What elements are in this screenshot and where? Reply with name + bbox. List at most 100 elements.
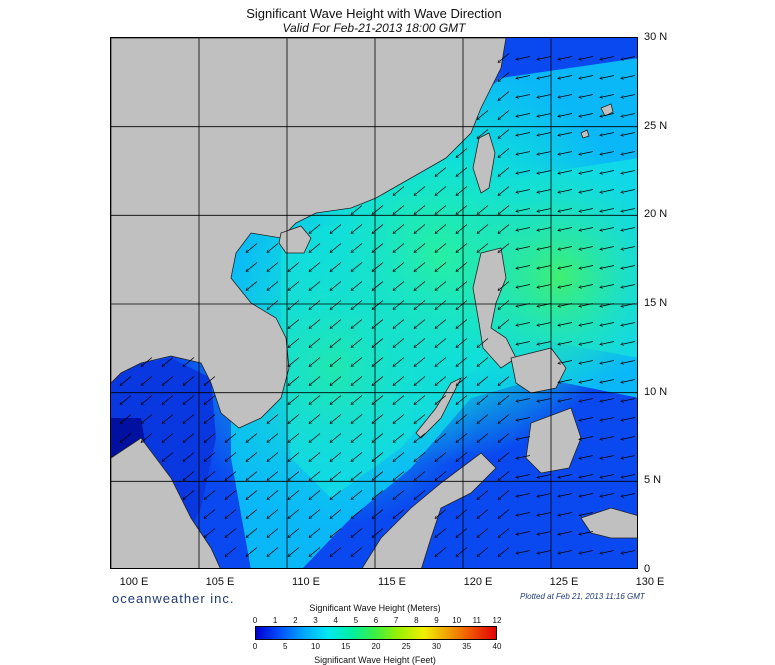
wave-arrow (414, 243, 426, 253)
wave-arrow (558, 474, 573, 478)
wave-arrow (393, 357, 405, 367)
wave-arrow (579, 208, 594, 212)
wave-arrow (579, 398, 594, 402)
wave-arrow (621, 94, 636, 98)
wave-arrow (141, 376, 153, 386)
wave-arrow (600, 493, 615, 497)
wave-arrow (600, 379, 615, 383)
wave-arrow (351, 319, 363, 329)
wave-arrow (516, 246, 531, 250)
wave-arrow (621, 246, 636, 250)
wave-arrow (204, 490, 216, 500)
wave-arrow (288, 471, 300, 481)
legend-meters-tick: 7 (393, 616, 399, 625)
wave-arrow (372, 243, 384, 253)
wave-arrow (351, 433, 363, 443)
wave-arrow (498, 376, 510, 386)
wave-arrow (393, 205, 405, 215)
wave-arrow (600, 417, 615, 421)
wave-arrow (516, 493, 531, 497)
wave-arrow (579, 284, 594, 288)
wave-arrow (456, 357, 468, 367)
wave-arrow (351, 300, 363, 310)
wave-arrow (600, 284, 615, 288)
legend-feet-tick: 5 (283, 642, 288, 651)
wave-arrow (579, 512, 594, 516)
wave-arrow (330, 433, 342, 443)
wave-arrow (516, 436, 531, 440)
wave-arrow (477, 395, 489, 405)
wave-arrow (414, 262, 426, 272)
wave-arrow (456, 148, 468, 158)
wave-arrow (558, 246, 573, 250)
wave-arrow (225, 452, 237, 462)
wave-arrow (267, 262, 279, 272)
wave-arrow (372, 471, 384, 481)
wave-arrow (414, 224, 426, 234)
wave-arrow (498, 300, 510, 310)
longitude-label: 130 E (635, 576, 665, 588)
wave-arrow (537, 132, 552, 136)
wave-arrow (435, 186, 447, 196)
wave-arrow (246, 452, 258, 462)
wave-arrow (600, 265, 615, 269)
wave-arrow (498, 395, 510, 405)
wave-arrow (558, 398, 573, 402)
wave-arrow (477, 129, 489, 139)
wave-arrow (393, 509, 405, 519)
wave-arrow (393, 433, 405, 443)
wave-arrow (558, 341, 573, 345)
wave-arrow (498, 547, 510, 557)
wave-arrow (600, 75, 615, 79)
wave-arrow (414, 319, 426, 329)
wave-arrow (579, 550, 594, 554)
wave-arrow (558, 227, 573, 231)
wave-arrow (537, 227, 552, 231)
wave-arrow (309, 433, 321, 443)
wave-arrow (621, 227, 636, 231)
wave-arrow (288, 509, 300, 519)
wave-arrow (456, 300, 468, 310)
wave-arrow (246, 509, 258, 519)
wave-arrow (162, 433, 174, 443)
wave-arrow (246, 281, 258, 291)
wave-arrow (558, 113, 573, 117)
wave-arrow (537, 512, 552, 516)
wave-arrow (579, 113, 594, 117)
wave-arrow (330, 243, 342, 253)
wave-arrow (330, 471, 342, 481)
wave-arrow (579, 56, 594, 60)
wave-arrow (558, 303, 573, 307)
wave-arrow (558, 208, 573, 212)
wave-arrow (288, 452, 300, 462)
wave-arrow (204, 414, 216, 424)
wave-direction-arrows (120, 53, 636, 557)
wave-arrow (516, 398, 531, 402)
wave-arrow (204, 471, 216, 481)
wave-arrow (600, 246, 615, 250)
wave-arrow (414, 433, 426, 443)
wave-arrow (414, 300, 426, 310)
wave-arrow (477, 110, 489, 120)
wave-arrow (414, 490, 426, 500)
wave-arrow (330, 300, 342, 310)
wave-arrow (579, 246, 594, 250)
wave-arrow (267, 471, 279, 481)
wave-arrow (537, 303, 552, 307)
wave-arrow (621, 75, 636, 79)
wave-arrow (288, 376, 300, 386)
wave-arrow (393, 300, 405, 310)
wave-arrow (621, 151, 636, 155)
legend-meters-tick: 0 (252, 616, 258, 625)
wave-arrow (267, 509, 279, 519)
wave-arrow (351, 262, 363, 272)
wave-arrow (351, 338, 363, 348)
legend-meters-tick: 6 (373, 616, 379, 625)
wave-arrow (558, 151, 573, 155)
wave-arrow (393, 414, 405, 424)
wave-arrow (330, 338, 342, 348)
wave-arrow (579, 94, 594, 98)
wave-arrow (498, 319, 510, 329)
wave-arrow (456, 376, 468, 386)
wave-arrow (600, 303, 615, 307)
